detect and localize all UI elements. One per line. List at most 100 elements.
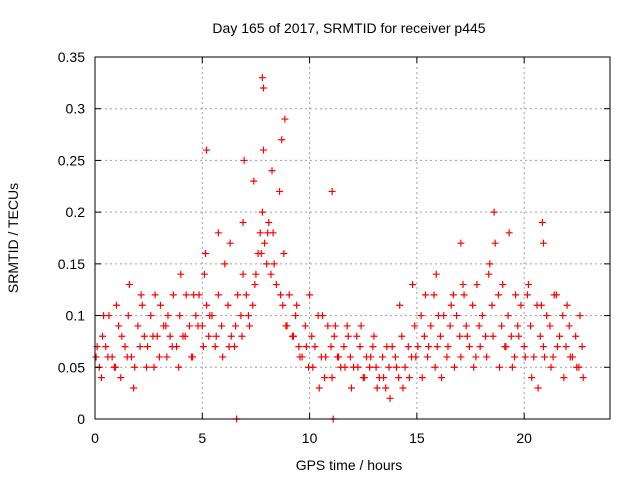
y-tick-label: 0 bbox=[77, 411, 85, 427]
data-point bbox=[549, 353, 557, 361]
data-point bbox=[524, 281, 532, 289]
data-point bbox=[268, 167, 276, 175]
data-point bbox=[214, 291, 222, 299]
data-point bbox=[541, 353, 549, 361]
data-point bbox=[110, 363, 118, 371]
data-point bbox=[508, 363, 516, 371]
data-point bbox=[264, 229, 272, 237]
data-point bbox=[450, 363, 458, 371]
data-point bbox=[573, 363, 581, 371]
data-point bbox=[494, 291, 502, 299]
x-tick-label: 0 bbox=[91, 430, 99, 446]
data-point bbox=[344, 332, 352, 340]
data-point bbox=[420, 332, 428, 340]
data-point bbox=[147, 312, 155, 320]
data-point bbox=[131, 363, 139, 371]
data-point bbox=[527, 322, 535, 330]
data-point bbox=[176, 312, 184, 320]
data-point bbox=[559, 312, 567, 320]
data-point bbox=[166, 332, 174, 340]
data-point bbox=[457, 239, 465, 247]
y-tick-label: 0.2 bbox=[66, 204, 86, 220]
data-point bbox=[521, 353, 529, 361]
data-point bbox=[382, 384, 390, 392]
data-point bbox=[463, 332, 471, 340]
data-point bbox=[276, 187, 284, 195]
data-point bbox=[432, 270, 440, 278]
data-point bbox=[430, 291, 438, 299]
data-point bbox=[346, 353, 354, 361]
data-point bbox=[392, 363, 400, 371]
data-point bbox=[318, 312, 326, 320]
data-point bbox=[489, 332, 497, 340]
data-point bbox=[281, 115, 289, 123]
data-point bbox=[398, 332, 406, 340]
data-point bbox=[486, 260, 494, 268]
data-point bbox=[453, 312, 461, 320]
data-point bbox=[112, 301, 120, 309]
data-point bbox=[512, 291, 520, 299]
data-point bbox=[156, 301, 164, 309]
data-point bbox=[473, 281, 481, 289]
data-point bbox=[308, 332, 316, 340]
data-point bbox=[427, 322, 435, 330]
data-point bbox=[385, 363, 393, 371]
data-point bbox=[404, 343, 412, 351]
data-point bbox=[498, 322, 506, 330]
data-point bbox=[259, 84, 267, 92]
data-point bbox=[272, 281, 280, 289]
data-point bbox=[379, 353, 387, 361]
data-point bbox=[499, 281, 507, 289]
data-point bbox=[280, 250, 288, 258]
y-tick-label: 0.05 bbox=[58, 359, 85, 375]
data-point bbox=[353, 332, 361, 340]
data-point bbox=[97, 374, 105, 382]
data-point bbox=[242, 291, 250, 299]
data-point bbox=[433, 343, 441, 351]
data-point bbox=[117, 374, 125, 382]
data-point bbox=[560, 374, 568, 382]
data-point bbox=[330, 332, 338, 340]
data-point bbox=[490, 208, 498, 216]
data-point bbox=[190, 291, 198, 299]
y-tick-label: 0.1 bbox=[66, 308, 86, 324]
data-point bbox=[324, 322, 332, 330]
data-point bbox=[100, 312, 108, 320]
data-point bbox=[309, 363, 317, 371]
data-point bbox=[373, 384, 381, 392]
data-point bbox=[465, 343, 473, 351]
data-point bbox=[511, 353, 519, 361]
data-point bbox=[221, 260, 229, 268]
data-point bbox=[285, 291, 293, 299]
data-point bbox=[563, 301, 571, 309]
data-point bbox=[289, 332, 297, 340]
data-point bbox=[391, 353, 399, 361]
data-point bbox=[395, 374, 403, 382]
data-point bbox=[149, 332, 157, 340]
y-tick-label: 0.15 bbox=[58, 256, 85, 272]
data-point bbox=[124, 312, 132, 320]
data-point bbox=[537, 301, 545, 309]
data-point bbox=[553, 343, 561, 351]
data-point bbox=[380, 374, 388, 382]
data-point bbox=[366, 363, 374, 371]
data-point bbox=[421, 291, 429, 299]
data-point bbox=[321, 374, 329, 382]
data-point bbox=[356, 343, 364, 351]
data-point bbox=[495, 363, 503, 371]
data-point bbox=[546, 322, 554, 330]
data-point bbox=[456, 332, 464, 340]
data-point bbox=[565, 322, 573, 330]
data-point bbox=[102, 343, 110, 351]
data-point bbox=[263, 260, 271, 268]
data-point bbox=[234, 291, 242, 299]
data-point bbox=[258, 74, 266, 82]
data-point bbox=[168, 343, 176, 351]
data-point bbox=[92, 353, 100, 361]
data-point bbox=[279, 301, 287, 309]
data-point bbox=[328, 374, 336, 382]
data-point bbox=[163, 353, 171, 361]
data-point bbox=[227, 332, 235, 340]
data-point bbox=[360, 374, 368, 382]
